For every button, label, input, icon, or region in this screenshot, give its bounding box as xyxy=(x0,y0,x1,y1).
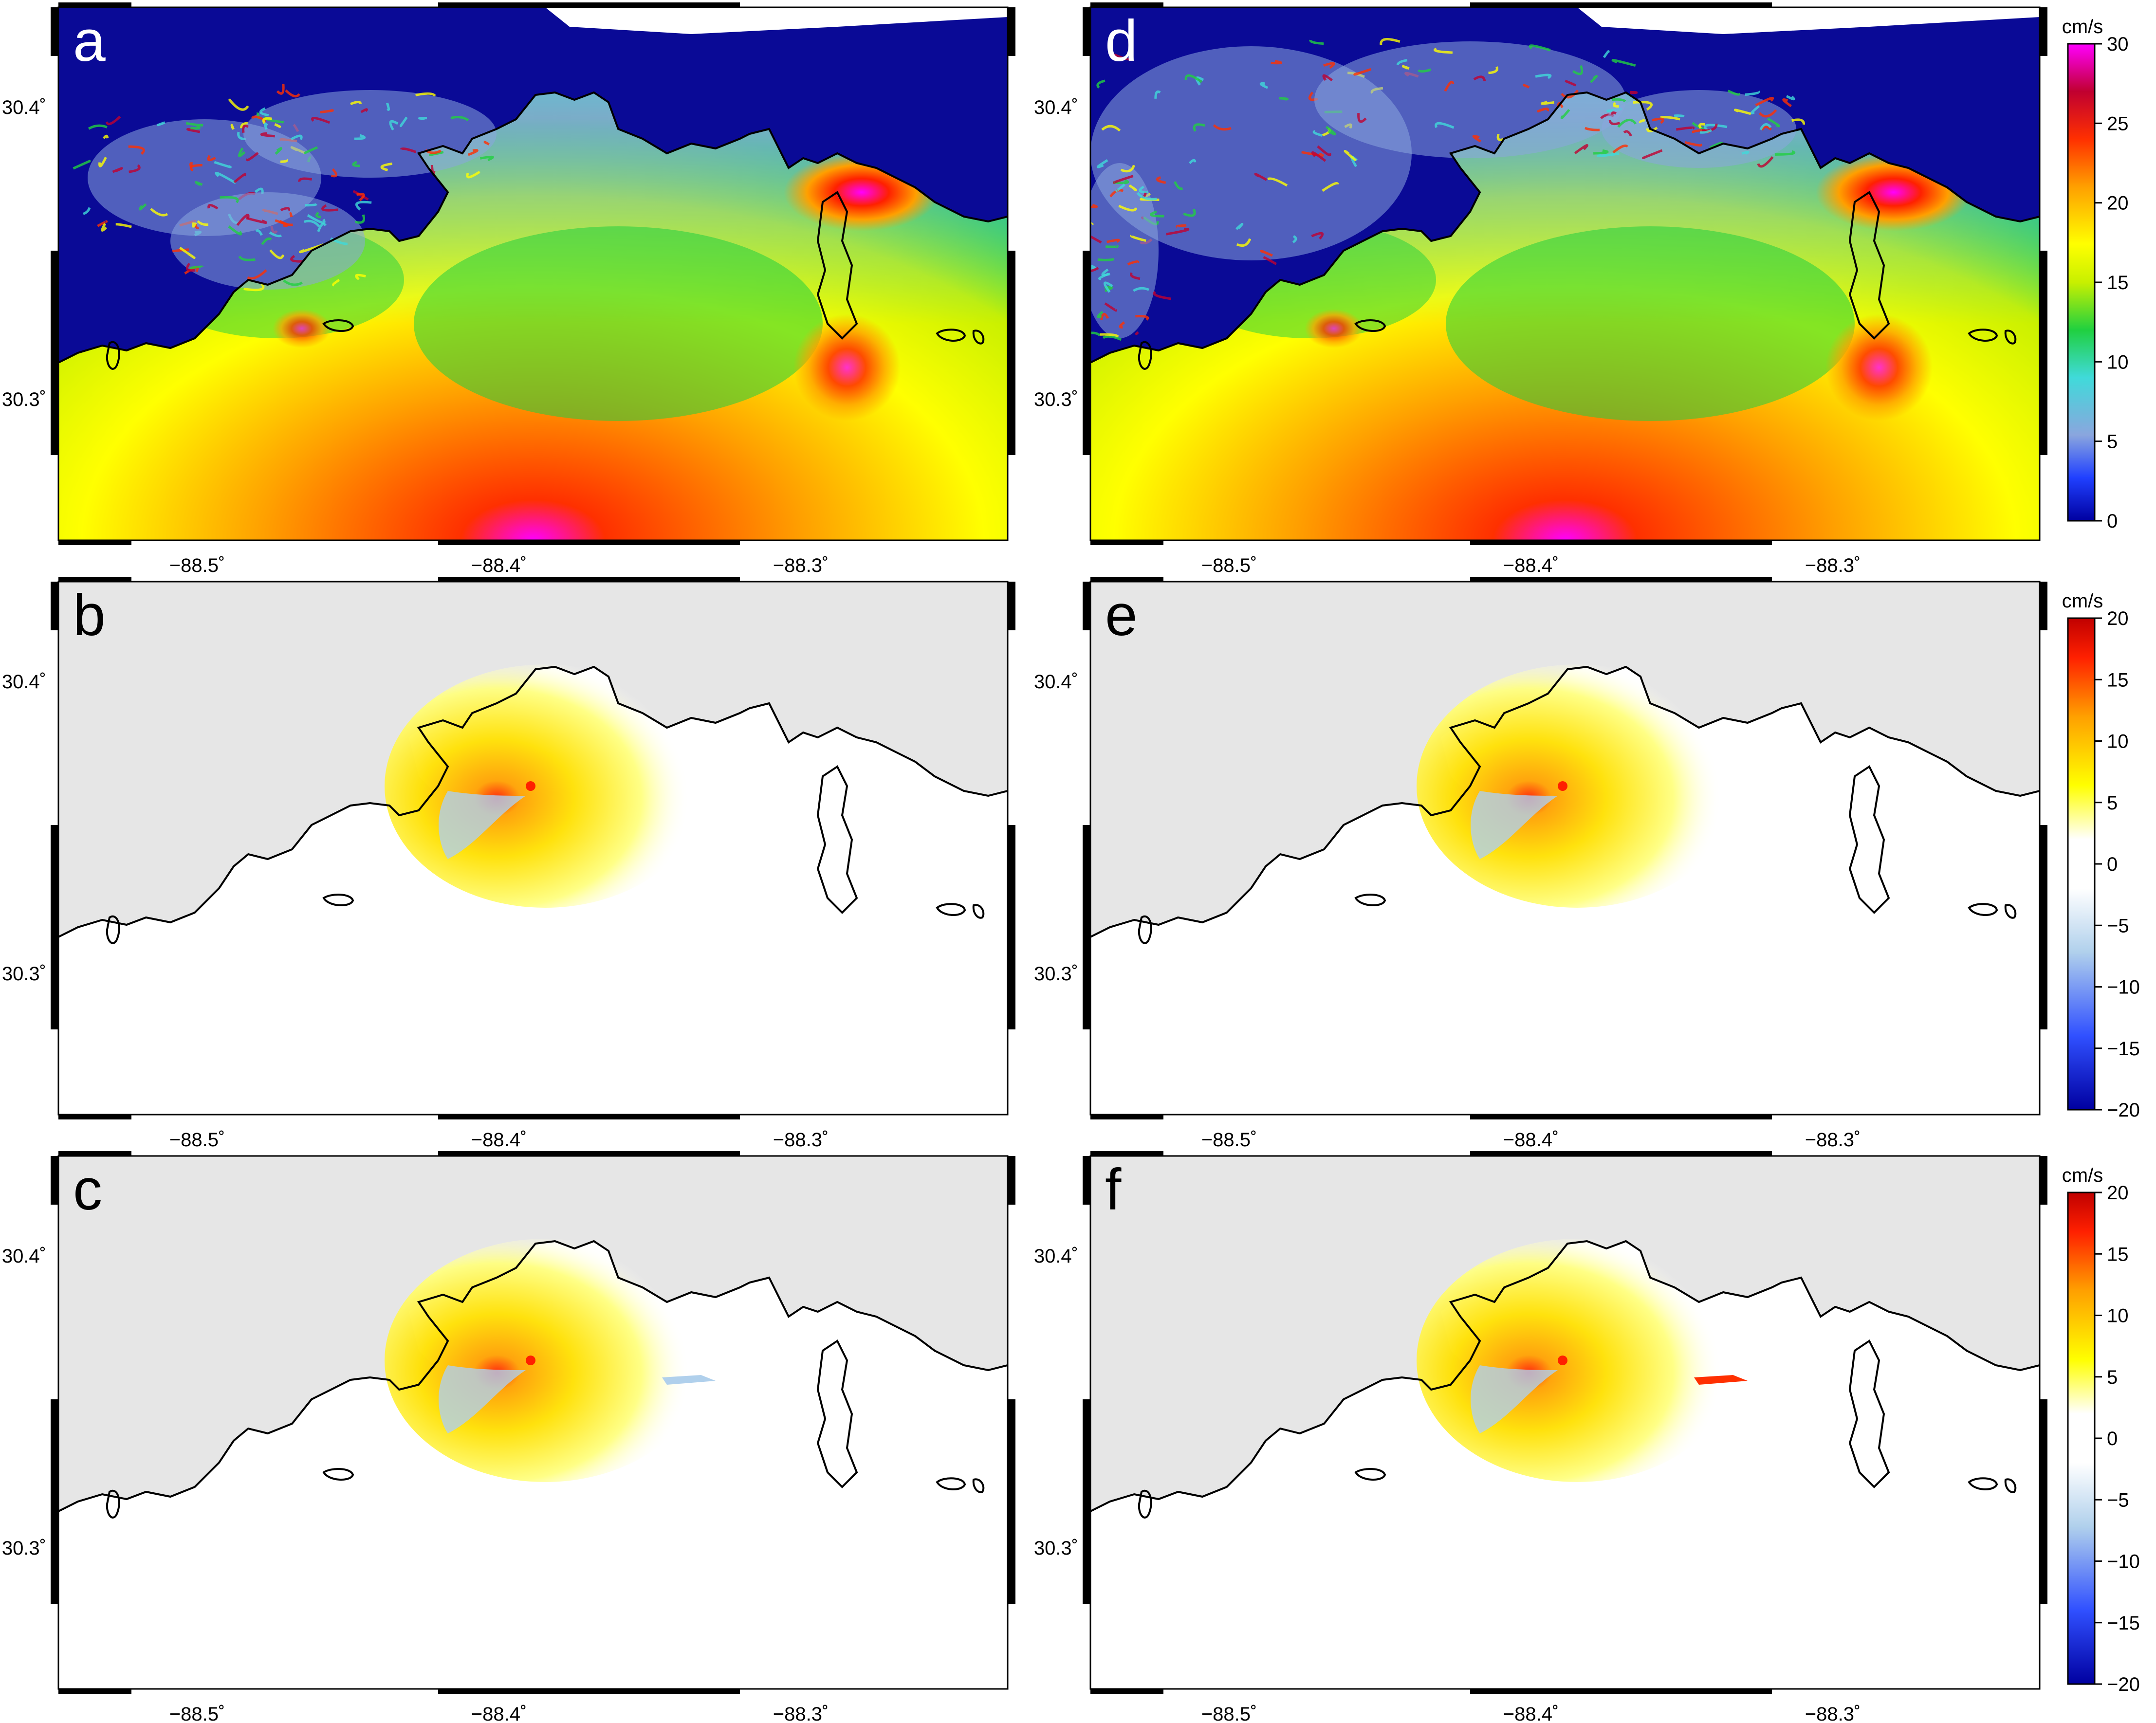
land-area xyxy=(58,1156,1008,1511)
x-tick-label: −88.3˚ xyxy=(773,1129,829,1151)
y-tick-label: 30.4˚ xyxy=(1034,1246,1078,1267)
colorbar-tick-label: −10 xyxy=(2107,977,2140,998)
negative-anomaly xyxy=(1471,791,1558,859)
x-tick-label: −88.3˚ xyxy=(1805,555,1861,576)
negative-anomaly xyxy=(439,791,526,859)
map-panel-f: f −88.5˚ −88.4˚ −88.3˚ 30.4˚ 30.3˚ xyxy=(1034,1151,2047,1723)
positive-anomaly xyxy=(385,664,706,908)
frame-bars xyxy=(51,2,1015,545)
panel-letter: e xyxy=(1105,583,1138,648)
colorbar-tick-label: 25 xyxy=(2107,113,2129,134)
colorbar-tick-label: 15 xyxy=(2107,669,2129,691)
colorbar-unit: cm/s xyxy=(2062,16,2103,37)
colorbar-tick-label: −20 xyxy=(2107,1674,2140,1695)
y-tick-label: 30.3˚ xyxy=(1034,389,1078,410)
map-panel-b: b −88.5˚ −88.4˚ −88.3˚ 30.4˚ 30.3˚ xyxy=(2,577,1015,1151)
colorbar-tick-label: −10 xyxy=(2107,1551,2140,1573)
x-tick-label: −88.5˚ xyxy=(169,555,225,576)
x-tick-label: −88.3˚ xyxy=(773,555,829,576)
colorbar-tick-label: −15 xyxy=(2107,1038,2140,1060)
colorbar-tick-label: 5 xyxy=(2107,1367,2118,1388)
panel-letter: b xyxy=(73,583,106,648)
colorbar-tick-label: 5 xyxy=(2107,792,2118,814)
frame-bars xyxy=(51,1151,1015,1694)
colorbar-gradient xyxy=(2067,617,2096,1111)
x-tick-label: −88.5˚ xyxy=(1201,1704,1257,1723)
positive-anomaly xyxy=(1417,664,1738,908)
colorbar-2: cm/s20 15 10 5 0 −5 −10 −15 −20 xyxy=(2062,590,2140,1121)
x-tick-label: −88.4˚ xyxy=(1503,1129,1559,1151)
colorbar-1: cm/s30 25 20 15 10 5 0 xyxy=(2062,16,2129,532)
colorbar-gradient xyxy=(2067,1191,2096,1685)
colorbar-tick-label: 20 xyxy=(2107,608,2129,629)
map-panel-d: d −88.5˚ −88.4˚ −88.3˚ 30.4˚ 30.3˚ xyxy=(1034,2,2047,576)
y-tick-label: 30.3˚ xyxy=(2,1538,46,1559)
colorbar-tick-label: 15 xyxy=(2107,1244,2129,1265)
y-tick-label: 30.3˚ xyxy=(1034,963,1078,985)
colorbar-tick-label: 20 xyxy=(2107,1182,2129,1204)
land-area xyxy=(1090,582,2040,937)
colorbar-tick-label: −15 xyxy=(2107,1613,2140,1634)
colorbars-layer: cm/s302520151050cm/s20151050−5−10−15−20c… xyxy=(2062,16,2140,1695)
marsh-channels xyxy=(1090,38,1805,341)
frame-bars xyxy=(1083,577,2047,1119)
colorbar-tick-label: 10 xyxy=(2107,731,2129,752)
colorbar-3: cm/s20 15 10 5 0 −5 −10 −15 −20 xyxy=(2062,1165,2140,1695)
x-tick-label: −88.5˚ xyxy=(169,1704,225,1723)
colorbar-tick-label: 0 xyxy=(2107,1428,2118,1449)
x-tick-label: −88.4˚ xyxy=(471,1704,527,1723)
colorbar-tick-label: 15 xyxy=(2107,272,2129,293)
negative-anomaly xyxy=(1471,1365,1558,1433)
x-tick-label: −88.5˚ xyxy=(169,1129,225,1151)
x-tick-label: −88.3˚ xyxy=(1805,1704,1861,1723)
positive-anomaly xyxy=(385,1239,706,1482)
colorbar-tick-label: −5 xyxy=(2107,915,2129,936)
map-panel-e: e −88.5˚ −88.4˚ −88.3˚ 30.4˚ 30.3˚ xyxy=(1034,577,2047,1151)
y-tick-label: 30.4˚ xyxy=(2,671,46,693)
colorbar-tick-label: 0 xyxy=(2107,854,2118,875)
y-tick-label: 30.3˚ xyxy=(1034,1538,1078,1559)
y-tick-label: 30.4˚ xyxy=(1034,97,1078,118)
map-panel-c: c −88.5˚ −88.4˚ −88.3˚ 30.4˚ 30.3˚ xyxy=(2,1151,1015,1723)
marsh-channels xyxy=(73,84,497,292)
y-tick-label: 30.4˚ xyxy=(2,1246,46,1267)
panel-letter: c xyxy=(73,1157,102,1222)
x-tick-label: −88.3˚ xyxy=(1805,1129,1861,1151)
panels-layer: a −88.5˚ −88.4˚ −88.3˚ 30.4˚ 30.3˚ b −88.5˚ −88.… xyxy=(2,2,2047,1723)
colorbar-tick-label: −20 xyxy=(2107,1100,2140,1121)
frame-bars xyxy=(1083,2,2047,545)
panel-letter: f xyxy=(1105,1157,1122,1222)
x-tick-label: −88.4˚ xyxy=(471,555,527,576)
y-tick-label: 30.4˚ xyxy=(1034,671,1078,693)
colorbar-tick-label: 5 xyxy=(2107,431,2118,453)
land-area xyxy=(58,582,1008,937)
land-area xyxy=(1090,1156,2040,1511)
positive-anomaly xyxy=(1417,1239,1738,1482)
x-tick-label: −88.5˚ xyxy=(1201,555,1257,576)
x-tick-label: −88.4˚ xyxy=(1503,1704,1559,1723)
panel-letter: d xyxy=(1105,8,1138,73)
colorbar-gradient xyxy=(2067,43,2096,522)
x-tick-label: −88.3˚ xyxy=(773,1704,829,1723)
colorbar-unit: cm/s xyxy=(2062,1165,2103,1186)
colorbar-tick-label: 20 xyxy=(2107,193,2129,214)
colorbar-tick-label: −5 xyxy=(2107,1489,2129,1511)
frame-bars xyxy=(1083,1151,2047,1694)
y-tick-label: 30.4˚ xyxy=(2,97,46,118)
y-tick-label: 30.3˚ xyxy=(2,963,46,985)
negative-anomaly xyxy=(439,1365,526,1433)
x-tick-label: −88.4˚ xyxy=(1503,555,1559,576)
colorbar-tick-label: 0 xyxy=(2107,511,2118,532)
x-tick-label: −88.4˚ xyxy=(471,1129,527,1151)
y-tick-label: 30.3˚ xyxy=(2,389,46,410)
colorbar-tick-label: 10 xyxy=(2107,1305,2129,1327)
colorbar-tick-label: 10 xyxy=(2107,351,2129,373)
panel-letter: a xyxy=(73,8,106,73)
colorbar-unit: cm/s xyxy=(2062,590,2103,612)
colorbar-tick-label: 30 xyxy=(2107,34,2129,55)
map-panel-a: a −88.5˚ −88.4˚ −88.3˚ 30.4˚ 30.3˚ xyxy=(2,2,1015,576)
frame-bars xyxy=(51,577,1015,1119)
x-tick-label: −88.5˚ xyxy=(1201,1129,1257,1151)
